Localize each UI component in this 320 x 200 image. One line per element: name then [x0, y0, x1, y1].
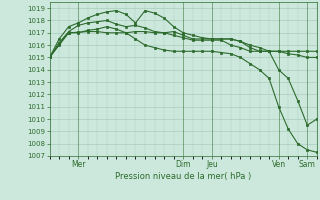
- X-axis label: Pression niveau de la mer( hPa ): Pression niveau de la mer( hPa ): [115, 172, 251, 181]
